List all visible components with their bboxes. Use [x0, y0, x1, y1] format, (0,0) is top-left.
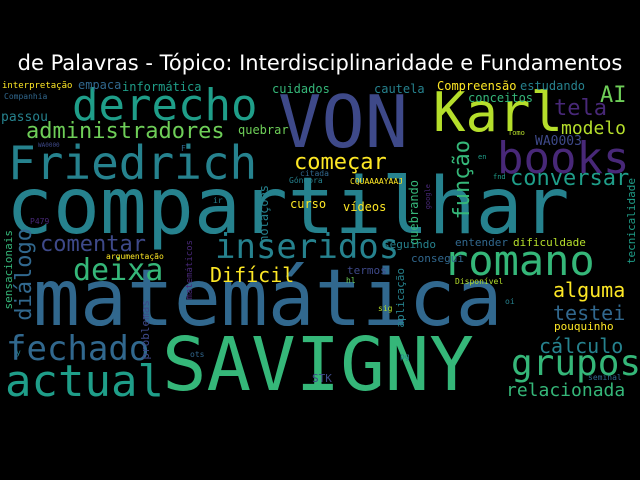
word-modelo: modelo: [561, 118, 627, 139]
word-stk: STK: [312, 372, 332, 385]
word-problemas: problemas: [139, 300, 152, 360]
word-wa0003: WA0003: [535, 134, 582, 149]
word-oi: oi: [505, 297, 515, 306]
word-friedrich: Friedrich: [8, 136, 258, 190]
word-sensacionais: sensacionais: [2, 230, 15, 310]
word-comecar: começar: [294, 150, 387, 175]
word-tela: tela: [554, 96, 607, 121]
word-karl: Karl: [433, 81, 564, 144]
word-quebrar: quebrar: [238, 123, 289, 137]
word-hl: hl: [346, 276, 356, 285]
word-compreensao: Compreensão: [437, 79, 517, 93]
word-dificuldade: dificuldade: [513, 236, 586, 249]
word-aplicacao: aplicação: [394, 268, 407, 328]
word-sig: sig: [378, 304, 393, 313]
word-informatica: informática: [122, 80, 202, 94]
word-p479: P479: [30, 217, 50, 226]
word-conceitos: conceitos: [468, 91, 534, 105]
word-matematica: matemática: [33, 254, 503, 344]
word-f: F: [181, 144, 186, 153]
word-comentar: comentar: [40, 232, 146, 257]
word-videos: vídeos: [343, 200, 387, 214]
word-wa0000: WA0000: [38, 142, 60, 149]
word-dificil: Difícil: [210, 263, 295, 287]
word-cloud-title: de Palavras - Tópico: Interdisciplinarid…: [17, 51, 623, 75]
word-derecho: derecho: [72, 80, 258, 131]
word-actual: actual: [5, 356, 164, 407]
word-ai: AI: [600, 83, 627, 108]
word-savigny: SAVIGNY: [162, 322, 474, 408]
word-argumentacao: argumentação: [106, 252, 164, 261]
word-tomo: Tomo: [508, 129, 525, 137]
word-conversar: conversar: [510, 166, 630, 191]
word-ots: ots: [190, 350, 205, 359]
word-gongora: Góngora: [289, 176, 323, 185]
word-disponivel: Disponível: [455, 277, 504, 286]
word-grupos: grupos: [511, 343, 640, 384]
word-romano: romano: [443, 236, 595, 285]
word-deixa: deixa: [73, 253, 164, 288]
word-companhia: Companhia: [4, 92, 48, 101]
word-citada: citada: [300, 169, 329, 178]
word-notacoes: notações: [257, 185, 271, 243]
word-consegui: consegui: [411, 252, 464, 265]
word-entender: entender: [455, 236, 508, 249]
word-seminal: seminal: [588, 373, 622, 382]
word-books: books: [497, 133, 630, 184]
word-funcao: função: [450, 140, 475, 220]
word-interpretacao: interpretação: [2, 81, 73, 91]
word-passou: passou: [1, 110, 48, 125]
word-google: google: [424, 184, 432, 210]
word-termos: termos: [347, 264, 387, 277]
word-inseridos: inseridos: [215, 227, 400, 267]
word-alguma: alguma: [553, 278, 626, 302]
word-pouquinho: pouquinho: [554, 320, 614, 333]
word-ir: ir: [213, 196, 223, 205]
word-pg: pg: [400, 352, 410, 361]
word-empaca: empaca: [78, 78, 122, 92]
word-dialogo: diálogo: [12, 228, 37, 321]
word-von: VON: [278, 80, 409, 164]
word-y: y: [16, 348, 21, 357]
word-cuidados: cuidados: [272, 82, 330, 96]
word-fechado: fechado: [6, 329, 150, 369]
word-matematicos: matemáticos: [185, 240, 195, 300]
word-calculo: cálculo: [539, 334, 624, 358]
word-testei: testei: [553, 301, 626, 325]
word-relacionada: relacionada: [506, 380, 626, 401]
word-cautela: cautela: [374, 82, 425, 96]
word-fnd: fnd: [493, 173, 506, 181]
word-compartilhar: compartilhar: [6, 162, 570, 252]
word-administradores: administradores: [26, 119, 225, 144]
word-quebrando: quebrando: [407, 180, 421, 246]
word-tecnicalidade: tecnicalidade: [625, 178, 638, 265]
word-cquaaaayaaj: CQUAAAAYAAJ: [350, 177, 403, 186]
word-estudando: estudando: [520, 79, 586, 93]
word-en: en: [478, 153, 487, 161]
word-seguindo: seguindo: [383, 238, 436, 251]
word-curso: curso: [290, 197, 327, 211]
